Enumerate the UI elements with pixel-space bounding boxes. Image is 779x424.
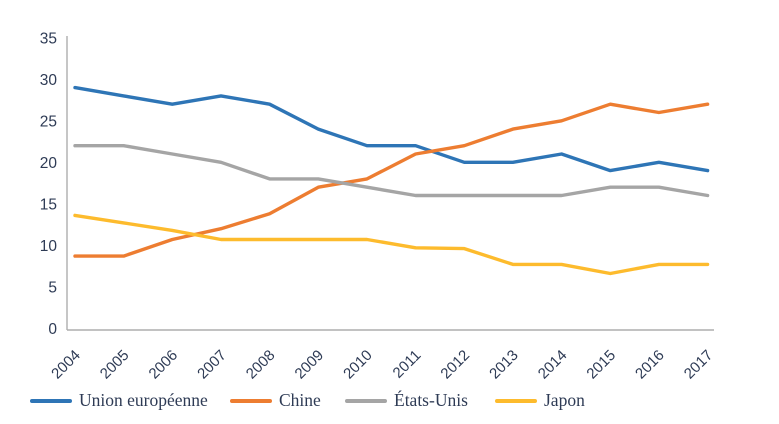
x-tick-2014: 2014 (535, 347, 571, 380)
series-line-2 (73, 143, 710, 198)
legend-label-etats-unis: États-Unis (394, 390, 468, 410)
legend-swatch-union-europeenne (30, 398, 72, 403)
y-tick-20: 20 (40, 155, 58, 172)
x-tick-2015: 2015 (583, 347, 619, 380)
x-axis-tick-labels: 2004 2005 2006 2007 2008 2009 2010 2011 2012 2013… (48, 347, 716, 380)
y-tick-30: 30 (40, 72, 58, 89)
y-axis-tick-labels: 0 5 10 15 20 25 30 35 (40, 30, 58, 338)
legend-item-chine: Chine (230, 390, 321, 410)
x-tick-2016: 2016 (632, 347, 668, 380)
y-tick-0: 0 (48, 321, 57, 338)
x-tick-2008: 2008 (243, 347, 279, 380)
series-line-0 (73, 85, 710, 173)
legend-item-japon: Japon (495, 390, 585, 410)
y-tick-5: 5 (48, 279, 57, 296)
legend-item-union-europeenne: Union européenne (30, 390, 208, 410)
data-series-lines (73, 85, 710, 276)
legend-swatch-japon (495, 398, 537, 403)
x-tick-2006: 2006 (146, 347, 182, 380)
legend-label-union-europeenne: Union européenne (79, 390, 208, 410)
x-tick-2017: 2017 (681, 347, 717, 380)
series-line-3 (73, 213, 710, 276)
legend-label-japon: Japon (544, 390, 585, 410)
y-tick-35: 35 (40, 30, 57, 47)
x-tick-2009: 2009 (292, 347, 328, 380)
x-tick-2007: 2007 (194, 347, 230, 380)
legend-label-chine: Chine (279, 390, 321, 410)
y-tick-10: 10 (40, 238, 58, 255)
legend-item-etats-unis: États-Unis (345, 390, 468, 410)
axes (66, 36, 714, 331)
x-tick-2005: 2005 (97, 347, 133, 380)
x-tick-2012: 2012 (437, 347, 473, 380)
y-tick-25: 25 (40, 113, 57, 130)
x-tick-2013: 2013 (486, 347, 522, 380)
x-tick-2004: 2004 (48, 347, 84, 380)
legend-swatch-etats-unis (345, 398, 387, 403)
legend-swatch-chine (230, 398, 272, 403)
y-tick-15: 15 (40, 196, 57, 213)
x-tick-2011: 2011 (390, 347, 425, 380)
series-line-1 (73, 102, 710, 258)
x-tick-2010: 2010 (340, 347, 376, 380)
